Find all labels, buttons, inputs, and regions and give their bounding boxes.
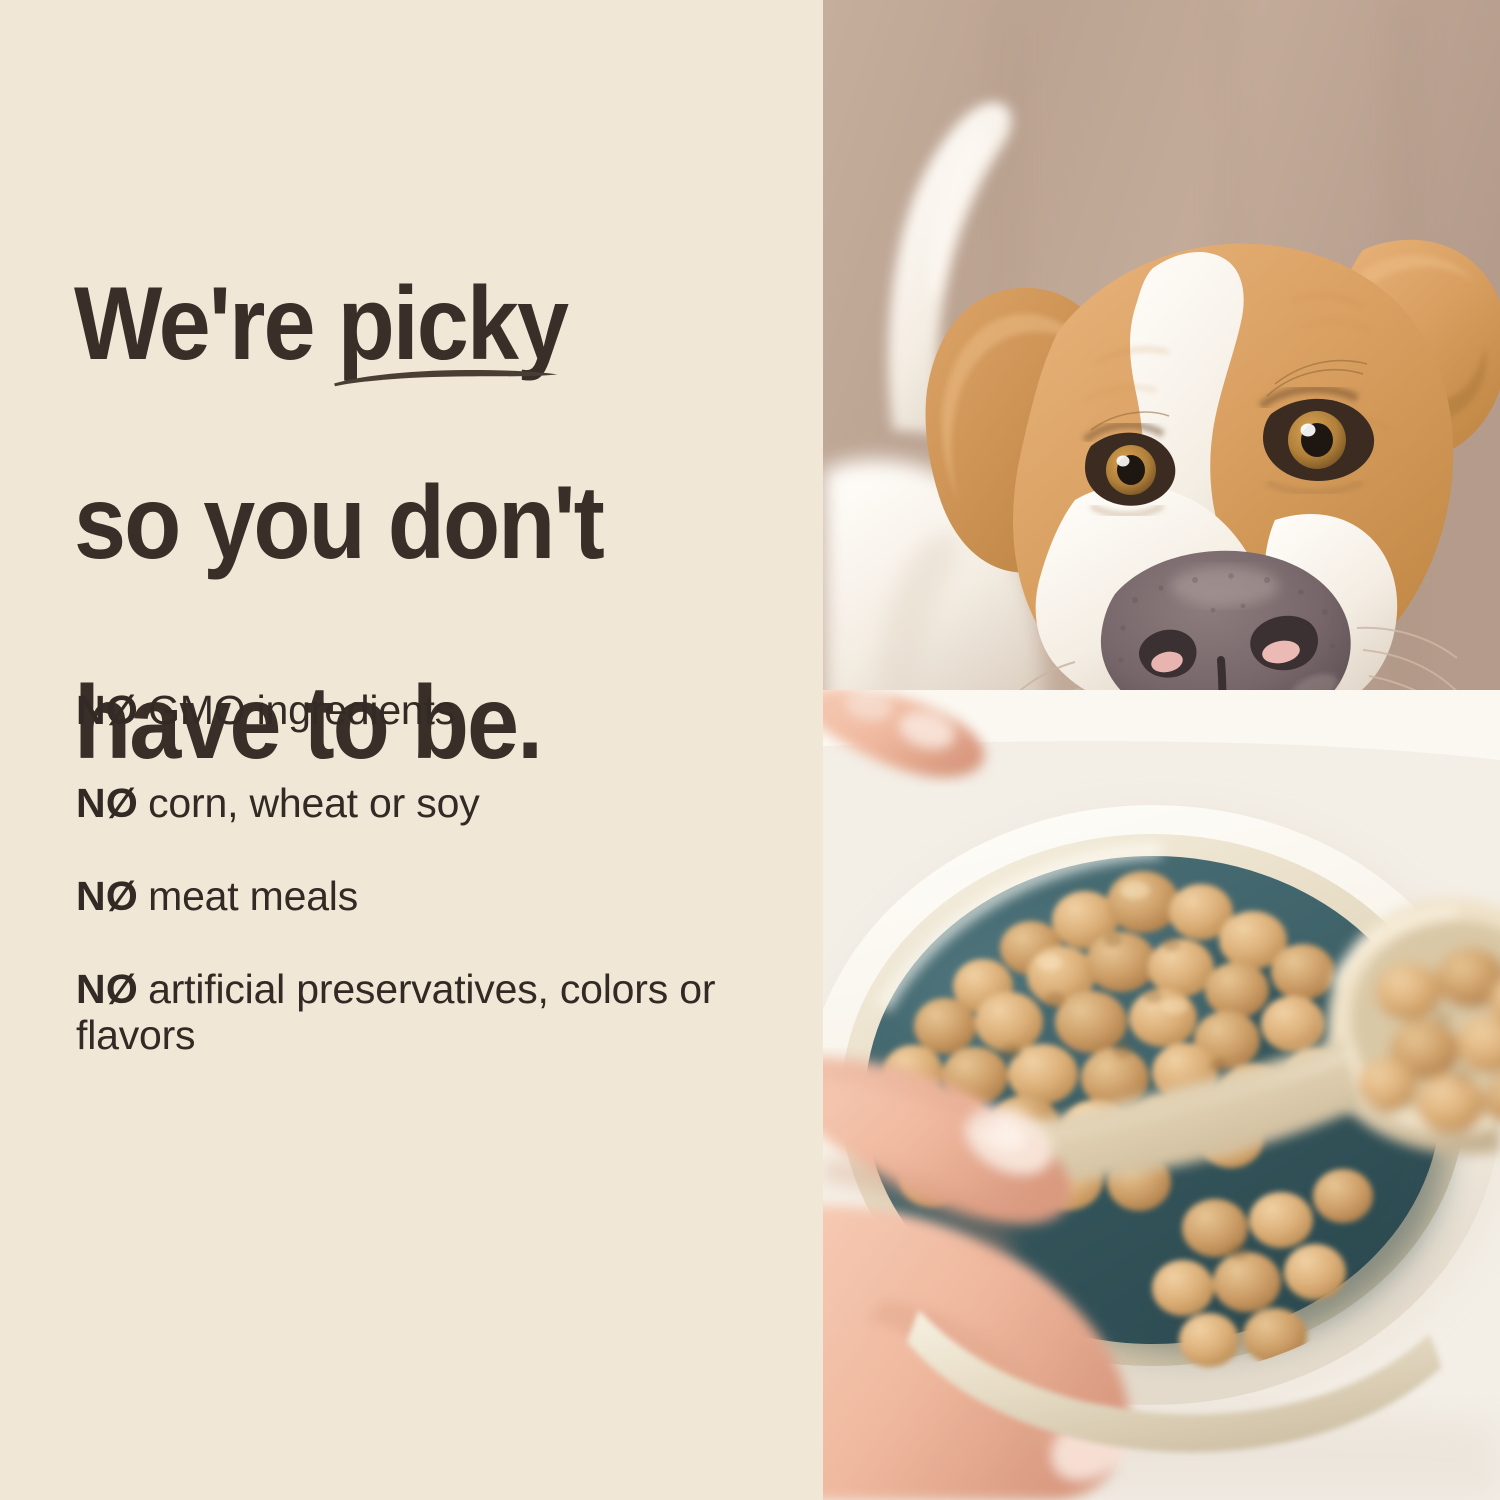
product-photo — [823, 0, 1500, 1500]
claim-item: NØ artificial preservatives, colors or fl… — [76, 965, 796, 1059]
claim-no-badge: NØ — [76, 965, 139, 1012]
headline-line-1: We're picky — [74, 272, 704, 386]
hand-top — [823, 690, 985, 778]
claim-item: NØ corn, wheat or soy — [76, 779, 796, 827]
headline-line-3: have to be. — [74, 665, 543, 782]
measuring-scoop — [1327, 898, 1500, 1155]
claim-no-badge: NØ — [76, 872, 139, 919]
claim-text: corn, wheat or soy — [148, 779, 480, 826]
claim-no-badge: NØ — [76, 687, 139, 733]
dog-scene — [823, 0, 1500, 712]
headline: We're picky so you don't have to be. — [74, 175, 704, 874]
dog-eye-right — [1258, 385, 1375, 495]
headline-emphasis-wrap: picky — [333, 272, 569, 386]
headline-line-2: so you don't — [74, 465, 605, 582]
claim-item: NØ meat meals — [76, 872, 796, 920]
copy-panel: We're picky so you don't have to be. NØ G… — [74, 175, 796, 1059]
claim-text: meat meals — [148, 872, 359, 919]
bowl-scene — [823, 690, 1500, 1500]
scoop-handle — [971, 1038, 1359, 1183]
claims-list: NØ GMO ingredients NØ corn, wheat or soy N… — [76, 687, 796, 1059]
photo-illustration — [823, 0, 1500, 1500]
claim-text: artificial preservatives, colors or flav… — [76, 965, 716, 1058]
dog-eye-left — [1082, 421, 1176, 518]
claim-item: NØ GMO ingredients — [76, 687, 796, 734]
headline-line-1-prefix: We're — [74, 265, 338, 382]
bowl-front-edge — [907, 1310, 1441, 1453]
claim-text: GMO ingredients — [148, 687, 456, 733]
claim-no-badge: NØ — [76, 779, 139, 826]
dog-tail — [888, 102, 1012, 434]
headline-emphasis-word: picky — [337, 265, 569, 382]
dog-nose — [1100, 550, 1351, 712]
